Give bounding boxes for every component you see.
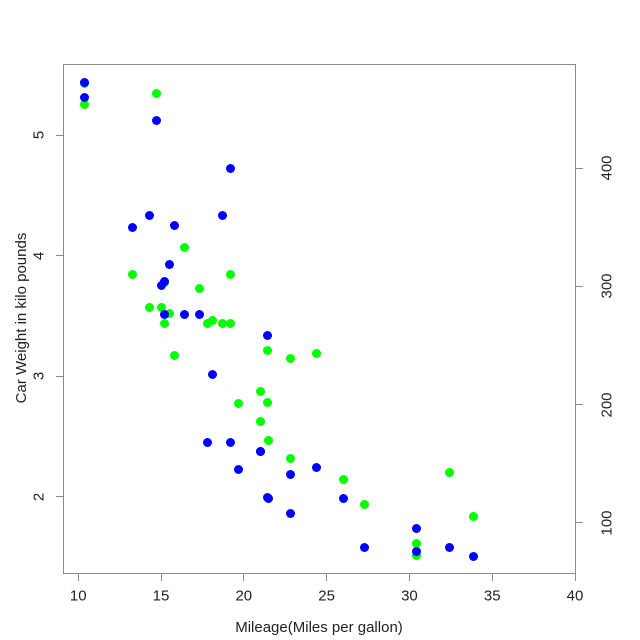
x-axis-tick [408,574,410,581]
x-axis-title: Mileage(Miles per gallon) [235,619,403,636]
data-point-blue-right-axis-series [144,210,154,220]
y-axis-left-tick-label: 2 [30,492,48,501]
x-axis-tick-label: 20 [235,587,253,605]
data-point-blue-right-axis-series [80,78,90,88]
x-axis-tick [160,574,162,581]
data-point-green-left-axis-series [444,468,454,478]
data-point-green-left-axis-series [179,242,189,252]
data-point-green-left-axis-series [207,316,217,326]
y-axis-right-tick [576,167,583,169]
x-axis-tick-label: 40 [566,587,584,605]
y-axis-right-tick [576,404,583,406]
x-axis-tick [574,574,576,581]
data-point-green-left-axis-series [226,318,236,328]
x-axis-tick-label: 25 [318,587,335,605]
data-point-blue-right-axis-series [262,493,272,503]
data-point-green-left-axis-series [194,283,204,293]
y-axis-left-tick [56,496,63,498]
data-point-blue-right-axis-series [179,310,189,320]
data-point-blue-right-axis-series [338,494,348,504]
y-axis-left-tick [56,255,63,257]
data-point-green-left-axis-series [217,318,227,328]
y-axis-right-tick-label: 200 [598,392,616,418]
data-point-blue-right-axis-series [411,546,421,556]
data-point-blue-right-axis-series [207,370,217,380]
data-point-green-left-axis-series [128,270,138,280]
data-point-blue-right-axis-series [80,92,90,102]
y-axis-left-tick [56,375,63,377]
data-point-green-left-axis-series [360,500,370,510]
data-point-green-left-axis-series [338,475,348,485]
x-axis-tick-label: 35 [483,587,501,605]
data-point-green-left-axis-series [469,512,479,522]
data-point-green-left-axis-series [234,399,244,409]
y-axis-right-tick-label: 300 [598,273,616,299]
data-point-blue-right-axis-series [226,438,236,448]
y-axis-left-tick-label: 3 [30,371,48,381]
data-point-green-left-axis-series [159,319,169,329]
x-axis-tick-label: 30 [401,587,418,605]
data-point-green-left-axis-series [169,351,179,361]
data-point-blue-right-axis-series [285,470,295,479]
data-point-blue-right-axis-series [360,543,370,553]
y-axis-right-tick-label: 100 [598,510,616,536]
data-point-blue-right-axis-series [234,465,244,475]
data-point-green-left-axis-series [285,453,295,463]
data-point-green-left-axis-series [312,348,322,358]
y-axis-title: Car Weight in kilo pounds [13,232,30,404]
data-point-green-left-axis-series [264,436,274,446]
y-axis-right-tick [576,285,583,287]
y-axis-left-tick [56,134,63,136]
x-axis-tick [491,574,493,581]
y-axis-left-tick-label: 5 [30,130,48,140]
data-point-green-left-axis-series [226,269,236,279]
data-point-blue-right-axis-series [202,438,212,448]
data-point-green-left-axis-series [411,538,421,548]
data-point-blue-right-axis-series [128,222,138,232]
data-point-blue-right-axis-series [151,116,161,126]
data-point-green-left-axis-series [202,318,212,328]
data-point-blue-right-axis-series [164,260,174,270]
data-point-green-left-axis-series [285,353,295,363]
data-point-green-left-axis-series [156,302,166,312]
data-point-blue-right-axis-series [194,310,204,320]
data-point-blue-right-axis-series [285,508,295,518]
x-axis-tick-label: 10 [69,587,87,605]
data-point-blue-right-axis-series [411,524,421,534]
x-axis-tick [326,574,328,581]
data-point-green-left-axis-series [262,345,272,355]
x-axis-tick [77,574,79,581]
data-point-green-left-axis-series [255,417,265,427]
y-axis-right-tick-label: 400 [598,155,616,181]
data-point-green-left-axis-series [164,308,174,318]
y-axis-right-tick [576,522,583,524]
data-point-green-left-axis-series [255,386,265,396]
data-point-blue-right-axis-series [469,552,479,562]
data-point-blue-right-axis-series [262,331,272,341]
data-point-blue-right-axis-series [156,280,166,290]
data-point-green-left-axis-series [151,88,161,98]
x-axis-tick-label: 15 [152,587,170,605]
plot-area [63,64,576,574]
data-point-green-left-axis-series [262,398,272,408]
y-axis-left-tick-label: 4 [30,251,48,260]
data-point-green-left-axis-series [80,100,90,110]
data-point-blue-right-axis-series [169,221,179,231]
data-point-blue-right-axis-series [444,543,454,553]
data-point-green-left-axis-series [144,302,154,312]
data-point-blue-right-axis-series [217,210,227,220]
x-axis-tick [243,574,245,581]
data-point-blue-right-axis-series [226,163,236,173]
data-point-blue-right-axis-series [159,310,169,320]
data-point-blue-right-axis-series [255,447,265,457]
data-point-blue-right-axis-series [312,463,322,473]
